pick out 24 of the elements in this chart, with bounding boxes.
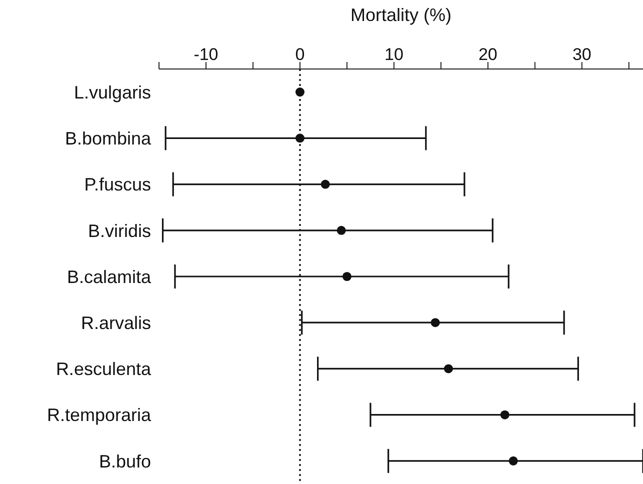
x-tick-label: 30 bbox=[572, 45, 592, 64]
y-tick-label: B.bufo bbox=[98, 451, 151, 472]
x-tick-label: -10 bbox=[194, 45, 218, 64]
point bbox=[444, 364, 453, 374]
point bbox=[295, 134, 304, 143]
y-tick-label: B.calamita bbox=[66, 266, 152, 287]
y-tick-label: R.esculenta bbox=[56, 359, 152, 380]
y-tick-label: B.viridis bbox=[88, 220, 151, 241]
point bbox=[320, 180, 330, 189]
x-tick-label: 0 bbox=[295, 45, 305, 64]
x-tick-label: 10 bbox=[384, 45, 404, 64]
y-tick-label: R.arvalis bbox=[80, 313, 151, 333]
point bbox=[336, 226, 346, 235]
point bbox=[430, 318, 440, 328]
y-tick-label: L.vulgaris bbox=[74, 82, 151, 102]
y-tick-label: P.fuscus bbox=[84, 174, 151, 195]
y-tick-label: R.temporaria bbox=[46, 405, 152, 426]
x-axis-title: Mortality (%) bbox=[350, 4, 452, 25]
point bbox=[500, 410, 510, 420]
point bbox=[295, 88, 304, 97]
point bbox=[508, 456, 518, 466]
point bbox=[342, 272, 352, 282]
x-tick-label: 20 bbox=[478, 45, 498, 64]
y-tick-label: B.bombina bbox=[64, 128, 152, 149]
